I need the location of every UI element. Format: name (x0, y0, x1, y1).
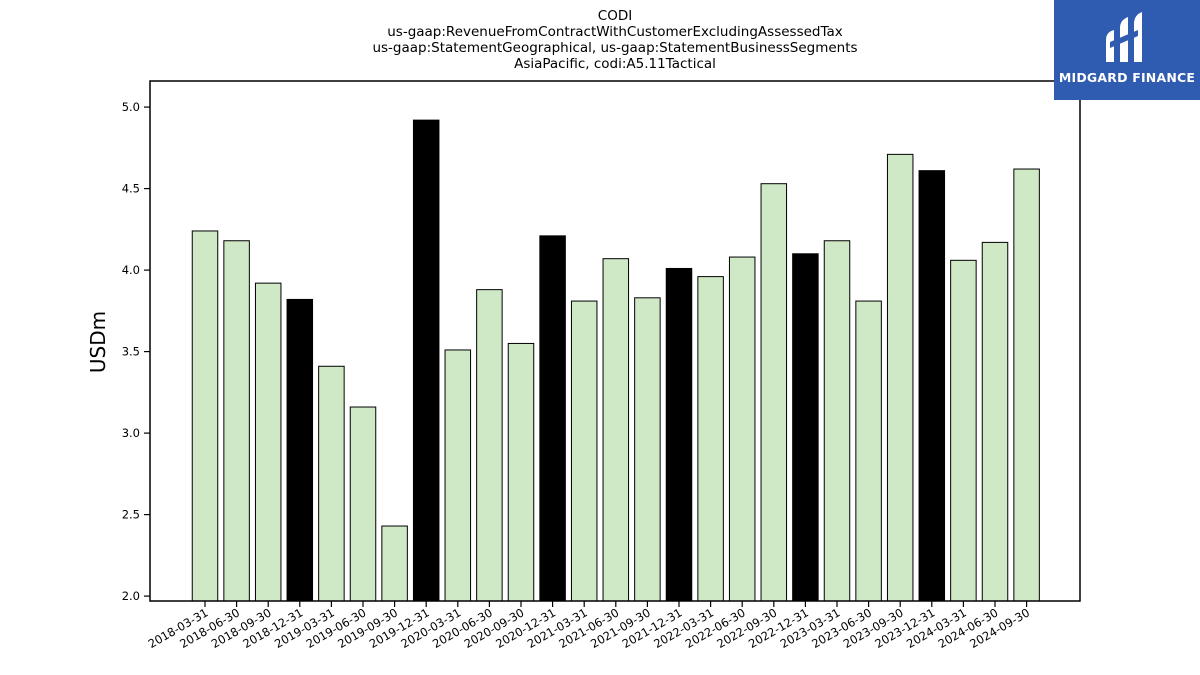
y-tick-label: 5.0 (122, 100, 140, 114)
bars (191, 119, 1040, 602)
bar-2019-03-31 (318, 365, 345, 602)
bar-2020-06-30 (476, 289, 503, 602)
bar-2022-12-31 (792, 253, 819, 602)
title-line: CODI (598, 8, 632, 24)
bar-2018-12-31 (286, 298, 314, 602)
bar-2022-03-31 (697, 276, 724, 602)
logo-mark-icon (1106, 12, 1142, 62)
title-line: us-gaap:RevenueFromContractWithCustomerE… (387, 24, 843, 40)
y-tick-label: 2.0 (122, 589, 140, 603)
bar-2021-03-31 (570, 300, 598, 602)
bar-2020-12-31 (539, 235, 566, 602)
bar-2023-03-31 (823, 240, 851, 602)
bar-2018-03-31 (191, 230, 219, 602)
bar-2019-09-30 (381, 525, 408, 602)
bar-2023-12-31 (918, 170, 946, 602)
title-line: us-gaap:StatementGeographical, us-gaap:S… (372, 40, 857, 56)
chart-title: CODIus-gaap:RevenueFromContractWithCusto… (372, 8, 857, 72)
bar-2024-09-30 (1013, 168, 1040, 602)
bar-2024-06-30 (981, 241, 1009, 602)
bar-2020-03-31 (444, 349, 472, 602)
logo-text: MIDGARD FINANCE (1058, 70, 1196, 85)
bar-2024-03-31 (950, 259, 977, 602)
y-tick-label: 3.5 (122, 345, 140, 359)
y-axis: 2.0 2.5 3.0 3.5 4.0 4.5 5.0 (122, 100, 150, 603)
bar-2023-09-30 (886, 153, 914, 602)
bar-2018-06-30 (223, 240, 250, 602)
y-tick-label: 4.5 (122, 182, 140, 196)
bar-2021-09-30 (634, 297, 661, 602)
bar-2020-09-30 (507, 342, 535, 602)
y-tick-label: 3.0 (122, 426, 140, 440)
title-line: AsiaPacific, codi:A5.11Tactical (514, 56, 716, 72)
midgard-finance-logo: MIDGARD FINANCE (1054, 0, 1200, 100)
bar-2018-09-30 (254, 282, 282, 602)
x-axis: 2018-03-312018-06-302018-09-302018-12-31… (146, 601, 1032, 651)
y-tick-label: 4.0 (122, 263, 140, 277)
bar-2022-06-30 (728, 256, 756, 602)
bar-2021-06-30 (602, 258, 630, 602)
bar-2019-12-31 (412, 119, 440, 602)
bar-2023-06-30 (855, 300, 882, 602)
y-axis-label: USDm (86, 311, 110, 373)
bar-2022-09-30 (760, 183, 788, 602)
bar-2021-12-31 (665, 267, 693, 602)
plot-frame (149, 80, 1081, 602)
y-tick-label: 2.5 (122, 508, 140, 522)
bar-2019-06-30 (349, 406, 377, 602)
